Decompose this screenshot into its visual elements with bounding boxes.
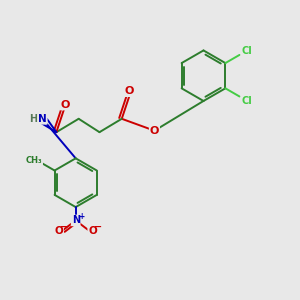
Text: O: O bbox=[150, 126, 159, 136]
Text: N: N bbox=[72, 215, 80, 225]
Text: +: + bbox=[78, 212, 84, 221]
Text: H: H bbox=[29, 114, 38, 124]
Text: −: − bbox=[94, 222, 102, 232]
Text: Cl: Cl bbox=[242, 46, 252, 56]
Text: CH₃: CH₃ bbox=[26, 156, 42, 165]
Text: O: O bbox=[124, 86, 134, 96]
Text: O: O bbox=[61, 100, 70, 110]
Text: N: N bbox=[38, 114, 47, 124]
Text: O: O bbox=[88, 226, 97, 236]
Text: Cl: Cl bbox=[242, 96, 252, 106]
Text: −: − bbox=[60, 222, 68, 232]
Text: O: O bbox=[54, 226, 63, 236]
